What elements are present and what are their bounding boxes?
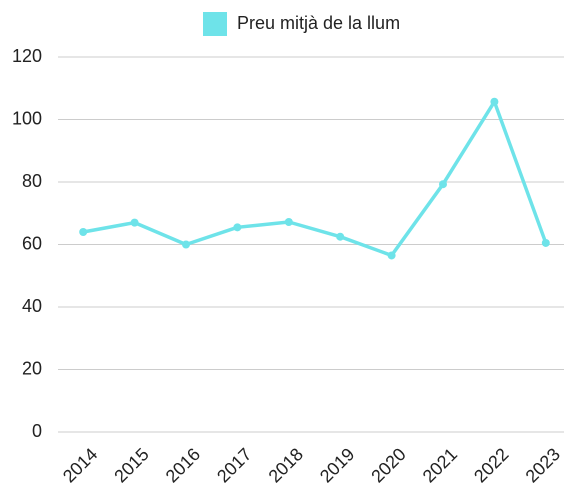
line — [82, 99, 548, 258]
x-tick-label: 2023 — [522, 444, 564, 486]
point — [284, 218, 293, 226]
y-tick-label: 120 — [12, 46, 42, 66]
x-tick-label: 2017 — [213, 444, 255, 486]
x-tick-label: 2020 — [367, 444, 409, 486]
x-tick-label: 2019 — [316, 444, 358, 486]
point — [182, 240, 190, 249]
point — [233, 223, 242, 232]
point — [387, 251, 396, 260]
y-tick-label: 60 — [22, 233, 42, 253]
x-tick-label: 2022 — [470, 444, 512, 486]
legend-swatch — [203, 12, 227, 36]
point — [490, 97, 499, 106]
x-tick-label: 2014 — [59, 444, 101, 486]
x-tick-label: 2018 — [265, 444, 307, 486]
y-tick-label: 40 — [22, 296, 42, 316]
point — [336, 232, 345, 241]
y-tick-label: 0 — [32, 421, 42, 441]
x-tick-label: 2015 — [110, 444, 152, 486]
point — [541, 238, 550, 247]
y-tick-label: 80 — [22, 171, 42, 191]
point — [79, 228, 88, 236]
x-tick-label: 2016 — [162, 444, 204, 486]
x-tick-label: 2021 — [419, 444, 461, 486]
point — [439, 180, 447, 189]
legend-label: Preu mitjà de la llum — [237, 13, 400, 33]
point — [130, 218, 139, 227]
y-tick-label: 100 — [12, 108, 42, 128]
y-tick-label: 20 — [22, 358, 42, 378]
